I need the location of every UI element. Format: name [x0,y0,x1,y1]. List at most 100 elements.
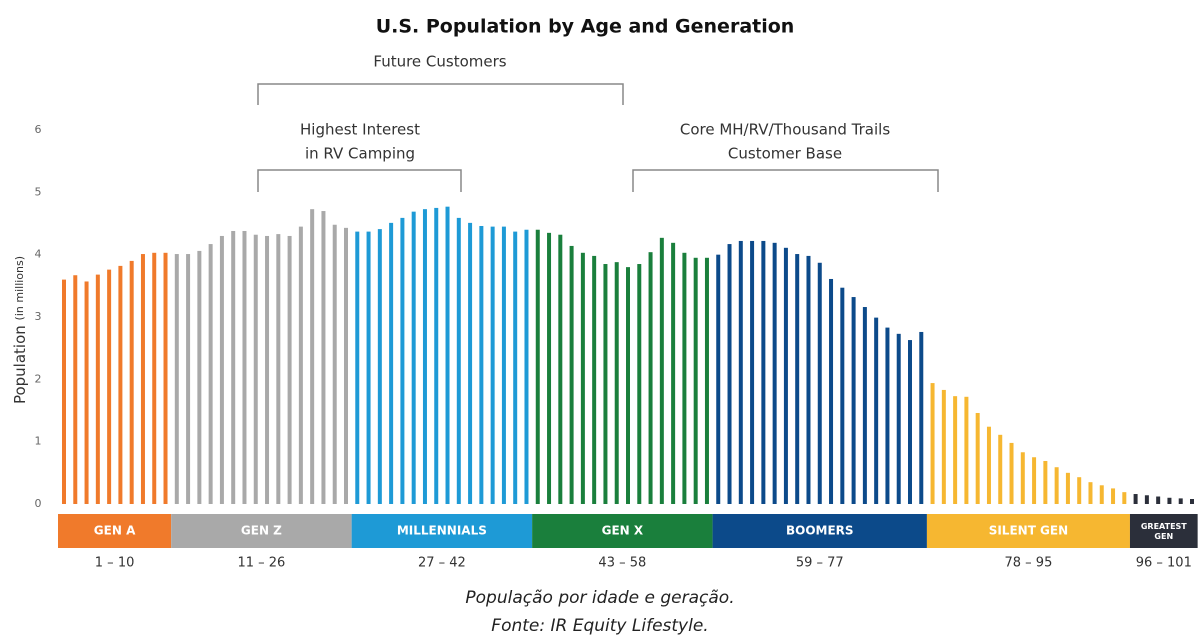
bar [682,252,687,504]
bar [671,242,676,504]
bar [637,264,642,504]
bar [73,275,78,504]
bar [761,240,766,504]
bar [276,234,281,504]
bar [772,242,777,504]
bar [908,340,912,504]
bar [603,264,608,504]
bar [547,232,552,504]
range-label: 11 – 26 [237,556,285,571]
bar [242,230,247,505]
bar [592,255,597,504]
y-tick-label: 1 [35,435,42,448]
bar [95,274,100,504]
bar [535,229,540,504]
y-tick-label: 6 [35,123,42,136]
bar [953,396,958,504]
y-tick-label: 3 [35,310,42,323]
y-axis-label: Population (in millions) [11,256,29,404]
legend-label: GEN Z [241,524,282,538]
bar [456,217,461,504]
generation-band [171,514,352,548]
bar [1167,497,1172,504]
bar [840,287,845,504]
chart-title: U.S. Population by Age and Generation [376,16,795,38]
bar [885,327,890,504]
bar [919,331,924,504]
bar [648,252,653,504]
bar [310,209,315,504]
bar [208,244,213,504]
bar [62,279,66,504]
bar [1122,492,1127,504]
bar [716,254,721,504]
bar [1190,499,1194,504]
bar [783,247,788,504]
bar [197,250,202,504]
bar [84,281,89,504]
bar [862,307,867,504]
y-axis-unit: (in millions) [13,256,26,320]
bar [389,222,394,505]
bar [163,252,168,504]
range-label: 78 – 95 [1005,556,1053,571]
legend-label-line: GEN [1154,532,1173,541]
annotation: Customer Base [728,145,842,163]
bar [1099,485,1104,504]
legend-label: SILENT GEN [989,524,1068,538]
bar [422,209,427,504]
bar [569,245,574,504]
bar [930,383,935,504]
range-label: 27 – 42 [418,556,466,571]
bar [817,262,822,504]
bar [1133,494,1138,504]
legend-label: BOOMERS [786,524,854,538]
bar [829,278,834,504]
bar [1043,460,1048,504]
y-tick-label: 4 [35,248,42,261]
bar [468,222,473,505]
bar [693,257,698,504]
bar [580,252,585,504]
bar [874,317,879,504]
bar [366,231,371,504]
bar [524,229,529,504]
generation-band [351,514,533,548]
bar [659,237,664,504]
bar [186,254,191,504]
bar [750,240,755,504]
bar [806,255,811,504]
legend-label: GREATEST GEN [1141,522,1187,541]
bar [998,434,1003,504]
bar [219,235,224,504]
bar [614,262,619,504]
bar [479,225,484,504]
bar [231,230,236,505]
annotation: Highest Interest [300,121,420,139]
bar [107,269,112,504]
annotation: Future Customers [373,53,506,71]
bar [490,226,495,504]
bar [1020,452,1025,504]
bar [1009,442,1014,504]
bar [445,206,450,505]
annotation: in RV Camping [305,145,415,163]
bar [975,412,980,504]
bar [287,235,292,504]
y-tick-label: 5 [35,185,42,198]
bar [118,265,123,504]
bar [298,226,303,504]
bar [411,211,416,504]
bar [1111,488,1116,504]
bar [795,254,800,504]
bar [1032,457,1037,504]
y-axis-label: Population [11,325,29,404]
bar [265,235,270,504]
bar [174,254,179,504]
bar [344,227,348,504]
bar [1178,498,1183,504]
bar [738,240,743,504]
bracket [257,83,939,192]
bar [727,244,732,504]
